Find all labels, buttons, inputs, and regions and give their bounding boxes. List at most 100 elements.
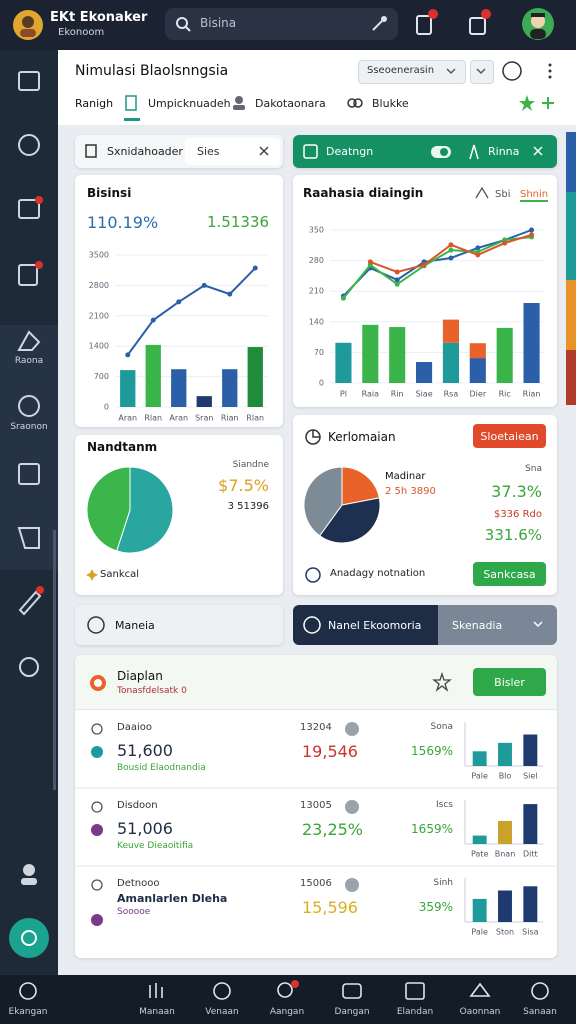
x-tick-label: Aran xyxy=(118,414,137,423)
sidebar-label[interactable]: Raona xyxy=(14,356,44,366)
search-text: Bisina xyxy=(200,16,237,30)
pie-chart xyxy=(303,466,381,544)
scrollbar xyxy=(53,530,56,790)
row-avatar xyxy=(91,746,103,758)
button[interactable]: Bisler xyxy=(473,668,546,696)
line-point xyxy=(201,282,207,288)
mic-icon[interactable] xyxy=(370,15,388,33)
help-icon[interactable] xyxy=(502,61,522,81)
footer-icon xyxy=(86,569,98,581)
list-icon xyxy=(90,675,106,691)
search-box[interactable] xyxy=(165,8,398,40)
nav-label[interactable]: Elandan xyxy=(396,1007,434,1017)
bar xyxy=(469,358,486,383)
chart: 0 700 1400 2100 2800 3500 Aran Rlan Aran Sran Rian… xyxy=(89,251,268,423)
bar xyxy=(222,369,238,407)
bar xyxy=(389,327,406,383)
decoration xyxy=(20,29,36,37)
nav-icon[interactable] xyxy=(18,199,40,219)
line-point xyxy=(394,277,400,283)
bar xyxy=(496,327,513,383)
bar xyxy=(335,342,352,383)
edge-strip xyxy=(566,350,576,405)
nav-icon[interactable] xyxy=(19,657,39,677)
clear-icon[interactable] xyxy=(258,145,270,157)
profile-icon[interactable] xyxy=(23,864,35,876)
pie-footer: Sankcal xyxy=(100,569,140,580)
tab-active[interactable] xyxy=(293,605,438,645)
x-tick-label: Sisa xyxy=(522,928,538,937)
search-icon xyxy=(176,17,191,32)
close-icon[interactable] xyxy=(532,145,544,157)
x-tick-label: Bnan xyxy=(495,850,516,859)
legend-item[interactable]: Shnin xyxy=(520,189,549,202)
decoration xyxy=(213,982,231,1000)
row-mid-label: 13204 xyxy=(300,722,332,733)
tab[interactable]: Ranigh xyxy=(75,97,114,110)
fab[interactable] xyxy=(9,918,49,958)
user-avatar[interactable] xyxy=(521,7,555,41)
nav-icon[interactable] xyxy=(18,134,40,156)
decoration xyxy=(531,982,549,1000)
notification-icon[interactable] xyxy=(412,6,442,40)
row-name: Detnooo xyxy=(117,878,160,889)
x-tick-label: Blo xyxy=(499,772,512,781)
row-mid-value: 15,596 xyxy=(302,898,358,917)
profile-icon[interactable] xyxy=(21,878,37,885)
tab[interactable]: Umpicknuadeh xyxy=(148,97,231,110)
decoration xyxy=(531,14,545,28)
action-label[interactable]: Deatngn xyxy=(326,145,374,158)
tab[interactable]: Blukke xyxy=(372,97,409,110)
pie-slice xyxy=(116,466,174,554)
row-right-value: 1569% xyxy=(411,744,453,758)
nav-icon[interactable] xyxy=(18,463,40,485)
nav-icon[interactable] xyxy=(18,264,38,286)
decoration xyxy=(22,16,34,28)
decoration xyxy=(469,144,479,160)
row-name: Disdoon xyxy=(117,800,158,811)
x-tick-label: Pate xyxy=(471,850,489,859)
row-name: Daaioo xyxy=(117,722,152,733)
x-tick-label: Siel xyxy=(523,772,537,781)
nav-label[interactable]: Oaonnan xyxy=(459,1007,501,1017)
decoration xyxy=(17,71,42,677)
row-mid-label: 15006 xyxy=(300,878,332,889)
nav-icon[interactable] xyxy=(17,330,41,351)
legend-item[interactable]: Sbi xyxy=(495,189,511,200)
bar xyxy=(171,369,187,407)
avatar[interactable] xyxy=(12,9,44,41)
nav-label[interactable]: Aangan xyxy=(269,1007,305,1017)
nav-icon[interactable] xyxy=(18,590,42,616)
tab[interactable]: Dakotaonara xyxy=(255,97,326,110)
tab-label: Skenadia xyxy=(452,619,503,632)
tab-card[interactable] xyxy=(75,605,283,645)
star-icon[interactable] xyxy=(432,672,452,692)
nav-icon[interactable] xyxy=(18,395,40,417)
row-avatar xyxy=(91,914,103,926)
row-note: Keuve Dieaoitifia xyxy=(117,841,194,851)
dropdown[interactable] xyxy=(358,60,466,84)
nav-icon[interactable] xyxy=(17,527,40,549)
nav-label[interactable]: Venaan xyxy=(205,1007,239,1017)
list-title: Diaplan xyxy=(117,669,163,683)
x-tick-label: Ric xyxy=(499,390,511,399)
button[interactable]: Sloetaiean xyxy=(473,424,546,448)
nav-label[interactable]: Dangan xyxy=(334,1007,370,1017)
x-tick-label: Rin xyxy=(391,390,404,399)
x-tick-label: Pale xyxy=(471,772,488,781)
decoration xyxy=(432,672,452,692)
cart-icon[interactable] xyxy=(465,6,495,40)
line-point xyxy=(475,252,481,258)
nav-label[interactable]: Manaan xyxy=(139,1007,175,1017)
tab-label: Nanel Ekoomoria xyxy=(328,619,422,632)
nav-label[interactable]: Sanaan xyxy=(523,1007,557,1017)
button[interactable]: Sankcasa xyxy=(473,562,546,586)
nav-icon[interactable] xyxy=(18,71,40,91)
sidebar-label[interactable]: Sraonon xyxy=(10,422,48,432)
action-label[interactable]: Rinna xyxy=(488,145,520,158)
line-point xyxy=(529,227,535,233)
tab-icon xyxy=(303,616,321,634)
line-point xyxy=(227,291,233,297)
decoration xyxy=(381,16,387,22)
nav-label[interactable]: Ekangan xyxy=(8,1007,48,1017)
